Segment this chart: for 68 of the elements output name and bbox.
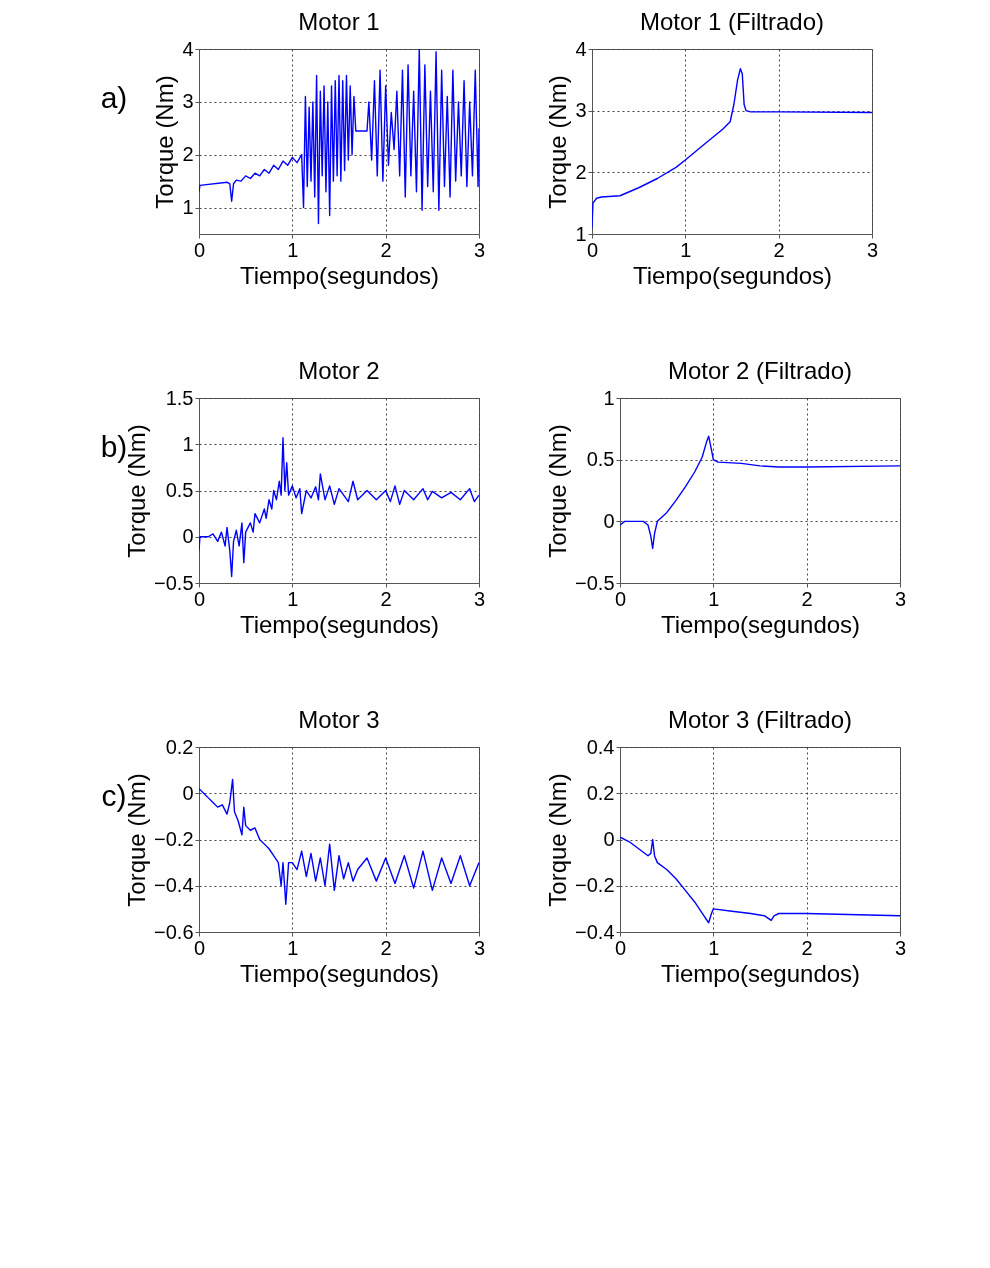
- y-axis-title: Torque (Nm): [544, 424, 572, 558]
- y-tick-label: 3: [182, 90, 194, 113]
- y-tick-label: 0.4: [586, 735, 615, 758]
- x-tick-label: 3: [866, 238, 879, 261]
- chart-title: Motor 2: [298, 357, 380, 384]
- x-tick-label: 2: [380, 238, 392, 261]
- y-tick-label: 4: [182, 37, 194, 60]
- x-axis-title: Tiempo(segundos): [660, 959, 861, 987]
- y-tick-label: −0.5: [154, 571, 194, 594]
- y-tick-label: 2: [575, 160, 587, 183]
- y-tick-label: 1: [182, 432, 194, 455]
- y-tick-label: 1: [182, 196, 194, 219]
- y-tick-label: 0.2: [586, 781, 615, 804]
- y-tick-label: 0.2: [165, 735, 194, 758]
- y-tick-label: 4: [575, 37, 587, 60]
- y-tick-label: 3: [575, 99, 587, 122]
- chart-title: Motor 3: [298, 706, 380, 733]
- line-series: [620, 435, 900, 550]
- x-tick-label: 3: [473, 936, 486, 959]
- x-axis-title: Tiempo(segundos): [239, 261, 440, 289]
- y-tick-label: 1: [603, 386, 615, 409]
- y-tick-label: −0.4: [575, 920, 615, 943]
- y-tick-label: 0.5: [165, 479, 194, 501]
- y-tick-label: 2: [182, 143, 194, 166]
- y-tick-label: 0: [182, 525, 194, 548]
- y-tick-label: −0.4: [154, 874, 194, 897]
- line-series: [199, 437, 479, 578]
- text: c): [101, 779, 127, 812]
- x-axis-title: Tiempo(segundos): [239, 610, 440, 638]
- x-axis-title: Tiempo(segundos): [660, 610, 861, 638]
- y-axis-title: Torque (Nm): [544, 773, 572, 907]
- x-tick-label: 1: [287, 936, 299, 959]
- x-tick-label: 3: [894, 936, 907, 959]
- y-tick-label: −0.6: [154, 920, 194, 943]
- line-series: [620, 836, 900, 924]
- x-tick-label: 1: [708, 936, 720, 959]
- x-axis-title: Tiempo(segundos): [632, 261, 833, 289]
- x-tick-label: 1: [287, 587, 299, 610]
- x-tick-label: 1: [708, 587, 720, 610]
- y-tick-label: 1: [575, 222, 587, 245]
- y-tick-label: 0: [182, 781, 194, 804]
- y-tick-label: 0.5: [586, 448, 615, 471]
- y-tick-label: 1.5: [165, 386, 194, 409]
- line-series: [592, 68, 872, 229]
- x-tick-label: 2: [380, 936, 392, 959]
- x-tick-label: 1: [287, 238, 299, 261]
- y-tick-label: −0.5: [575, 571, 615, 594]
- x-axis-title: Tiempo(segundos): [239, 959, 440, 987]
- chart-title: Motor 3 (Filtrado): [667, 706, 853, 733]
- line-series: [199, 778, 479, 905]
- y-axis-title: Torque (Nm): [544, 75, 572, 209]
- x-tick-label: 3: [473, 587, 486, 610]
- x-tick-label: 2: [801, 587, 813, 610]
- text: a): [100, 81, 128, 114]
- chart-title: Motor 1: [298, 8, 380, 35]
- y-tick-label: −0.2: [575, 874, 615, 897]
- x-tick-label: 1: [680, 238, 692, 261]
- y-axis-title: Torque (Nm): [151, 75, 179, 209]
- x-tick-label: 3: [894, 587, 907, 610]
- y-tick-label: 0: [603, 509, 615, 532]
- y-tick-label: 0: [603, 828, 615, 850]
- y-tick-label: −0.2: [154, 828, 194, 850]
- chart-title: Motor 1 (Filtrado): [639, 8, 825, 35]
- x-tick-label: 2: [801, 936, 813, 959]
- x-tick-label: 2: [380, 587, 392, 610]
- x-tick-label: 3: [473, 238, 486, 261]
- x-tick-label: 2: [773, 238, 785, 261]
- chart-title: Motor 2 (Filtrado): [667, 357, 853, 384]
